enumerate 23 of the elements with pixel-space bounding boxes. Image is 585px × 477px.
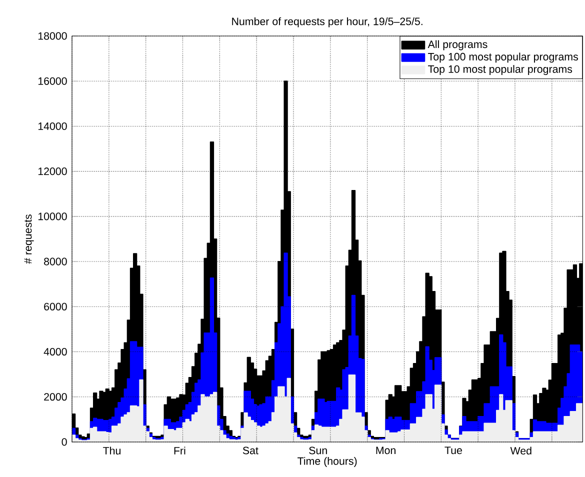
x-tick-label: Thu [103, 446, 120, 455]
x-tick-label: Wed [510, 446, 532, 455]
x-tick-label: Fri [174, 446, 186, 454]
x-tick-label: Tue [444, 446, 462, 454]
y-tick-label: 12000 [38, 168, 67, 176]
x-tick-label: Mon [376, 446, 396, 454]
y-tick-label: 10000 [38, 212, 67, 220]
y-tick-label: 16000 [38, 77, 67, 85]
chart-title: Number of requests per hour, 19/5–25/5. [232, 17, 422, 28]
y-tick-label: 0 [62, 438, 67, 446]
y-tick-label: 6000 [44, 302, 67, 310]
legend-label: All programs [428, 40, 488, 50]
y-tick-label: 8000 [44, 258, 67, 266]
legend-label: Top 10 most popular programs [428, 65, 572, 75]
x-tick-label: Sat [242, 446, 258, 454]
legend-label: Top 100 most popular programs [428, 52, 578, 63]
x-axis-title: Time (hours) [298, 457, 357, 467]
y-tick-label: 14000 [38, 122, 67, 130]
x-tick-label: Sun [309, 446, 327, 454]
y-tick-label: 18000 [38, 32, 67, 40]
y-tick-label: 4000 [44, 348, 67, 356]
y-axis-title: # requests [24, 214, 34, 264]
y-tick-label: 2000 [44, 393, 67, 401]
